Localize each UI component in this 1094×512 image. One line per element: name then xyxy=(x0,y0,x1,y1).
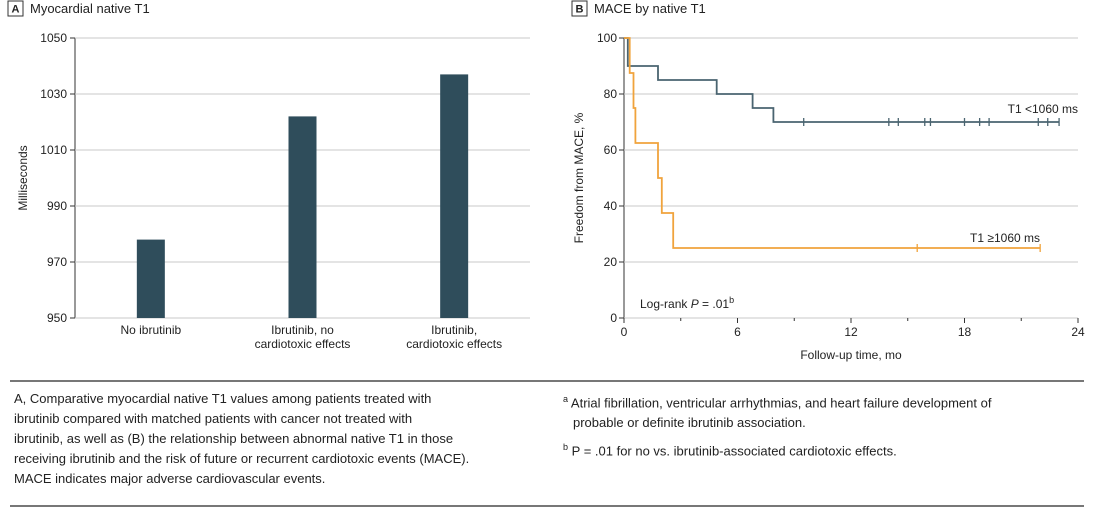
y-tick-label: 970 xyxy=(47,255,67,269)
log-rank-annotation: Log-rank P = .01b xyxy=(640,295,734,311)
y-tick-label: 0 xyxy=(610,311,617,325)
x-tick-label: 18 xyxy=(958,325,972,339)
y-axis-label: Milliseconds xyxy=(16,145,30,210)
y-tick-label: 40 xyxy=(604,199,618,213)
panel-b-letter: B xyxy=(576,4,584,16)
y-tick-label: 990 xyxy=(47,199,67,213)
x-category-label: Ibrutinib, xyxy=(431,323,477,337)
y-tick-label: 1010 xyxy=(40,143,67,157)
panel-b-title: MACE by native T1 xyxy=(594,1,706,16)
panel-b-header: B MACE by native T1 xyxy=(571,0,706,17)
caption-top-rule xyxy=(10,380,1084,382)
caption-bottom-rule xyxy=(10,505,1084,507)
footnote-b-mark: b xyxy=(563,442,569,453)
footnote-a-text: Atrial fibrillation, ventricular arrhyth… xyxy=(570,395,992,411)
x-tick-label: 6 xyxy=(734,325,741,339)
caption-left: A, Comparative myocardial native T1 valu… xyxy=(14,389,554,489)
x-category-label: Ibrutinib, no xyxy=(271,323,334,337)
y-tick-label: 950 xyxy=(47,311,67,325)
x-tick-label: 0 xyxy=(621,325,628,339)
km-series-line xyxy=(624,37,1060,123)
caption-line: receiving ibrutinib and the risk of futu… xyxy=(14,451,470,466)
x-tick-label: 12 xyxy=(844,325,858,339)
footnote-a-mark: a xyxy=(563,394,569,404)
footnote-a-line: a Atrial fibrillation, ventricular arrhy… xyxy=(563,389,1083,413)
x-tick-label: 24 xyxy=(1071,325,1085,339)
panel-b-letter-box xyxy=(571,0,588,17)
caption-footnotes: a Atrial fibrillation, ventricular arrhy… xyxy=(563,389,1083,462)
x-category-label: cardiotoxic effects xyxy=(255,337,351,351)
series-label-low: T1 <1060 ms xyxy=(1008,102,1078,116)
y-axis-label: Freedom from MACE, % xyxy=(572,112,586,243)
caption-line: A, Comparative myocardial native T1 valu… xyxy=(14,391,432,406)
km-chart: 100 80 60 40 20 00 6 12 18 24 Freedom from MACE, %… xyxy=(572,31,1085,362)
x-axis-label: Follow-up time, mo xyxy=(800,348,902,362)
series-label-high: T1 ≥1060 ms xyxy=(970,231,1040,245)
footnote-b-text: P = .01 for no vs. ibrutinib-associated … xyxy=(571,443,897,459)
y-tick-label: 1050 xyxy=(40,31,67,45)
caption-line: ibrutinib compared with matched patients… xyxy=(14,411,413,426)
y-tick-label: 100 xyxy=(597,31,617,45)
x-category-label: cardiotoxic effects xyxy=(406,337,502,351)
panel-a-title: Myocardial native T1 xyxy=(30,1,150,16)
footnote-b-line: b P = .01 for no vs. ibrutinib-associate… xyxy=(563,437,1083,461)
x-category-label: No ibrutinib xyxy=(120,323,181,337)
bar xyxy=(136,239,165,318)
bar xyxy=(440,74,469,319)
panel-a-header: A Myocardial native T1 xyxy=(7,0,150,17)
bar xyxy=(288,116,317,319)
caption-line: MACE indicates major adverse cardiovascu… xyxy=(14,471,326,486)
y-tick-label: 60 xyxy=(604,143,618,157)
bar-chart: 1050 1030 1010 990 970 950 Milliseconds No ibru… xyxy=(16,31,530,351)
footnote-a-line: probable or definite ibrutinib associati… xyxy=(573,415,806,431)
panel-a-letter: A xyxy=(12,4,20,16)
km-series-line xyxy=(624,37,1041,249)
y-tick-label: 80 xyxy=(604,87,618,101)
caption-line: ibrutinib, as well as (B) the relationsh… xyxy=(14,431,454,446)
y-tick-label: 1030 xyxy=(40,87,67,101)
y-tick-label: 20 xyxy=(604,255,618,269)
panel-a-letter-box xyxy=(7,0,24,17)
